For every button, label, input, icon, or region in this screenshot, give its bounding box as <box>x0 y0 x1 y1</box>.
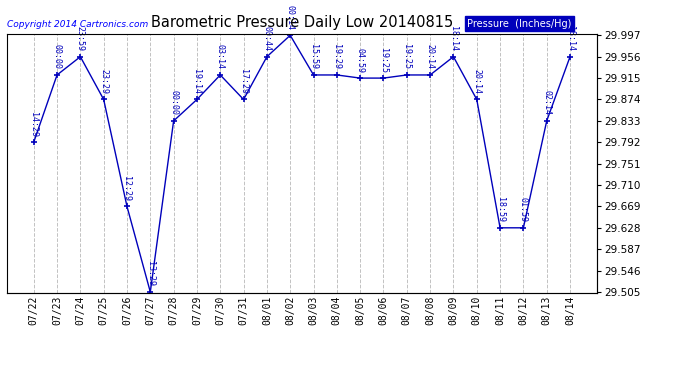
Text: Copyright 2014 Cartronics.com: Copyright 2014 Cartronics.com <box>7 20 148 28</box>
Text: 18:14: 18:14 <box>449 26 458 51</box>
Text: Pressure  (Inches/Hg): Pressure (Inches/Hg) <box>467 19 571 28</box>
Text: 01:59: 01:59 <box>519 197 528 222</box>
Text: 00:00: 00:00 <box>169 90 178 116</box>
Text: 04:59: 04:59 <box>355 48 365 72</box>
Text: 19:29: 19:29 <box>333 44 342 69</box>
Text: 18:14: 18:14 <box>566 26 575 51</box>
Text: 19:25: 19:25 <box>379 48 388 72</box>
Text: 03:14: 03:14 <box>216 44 225 69</box>
Text: 20:14: 20:14 <box>426 44 435 69</box>
Text: 00:14: 00:14 <box>286 5 295 30</box>
Text: 19:25: 19:25 <box>402 44 411 69</box>
Text: 12:29: 12:29 <box>123 176 132 201</box>
Text: 15:59: 15:59 <box>309 44 318 69</box>
Text: 00:44: 00:44 <box>262 26 271 51</box>
Text: 13:29: 13:29 <box>146 261 155 286</box>
Text: 23:59: 23:59 <box>76 26 85 51</box>
Text: 19:14: 19:14 <box>193 69 201 94</box>
Text: 14:29: 14:29 <box>29 112 38 137</box>
Text: 20:14: 20:14 <box>472 69 481 94</box>
Text: 00:00: 00:00 <box>52 44 61 69</box>
Title: Barometric Pressure Daily Low 20140815: Barometric Pressure Daily Low 20140815 <box>150 15 453 30</box>
Text: 02:14: 02:14 <box>542 90 551 116</box>
Text: 17:29: 17:29 <box>239 69 248 94</box>
Text: 18:59: 18:59 <box>495 197 504 222</box>
Text: 23:29: 23:29 <box>99 69 108 94</box>
